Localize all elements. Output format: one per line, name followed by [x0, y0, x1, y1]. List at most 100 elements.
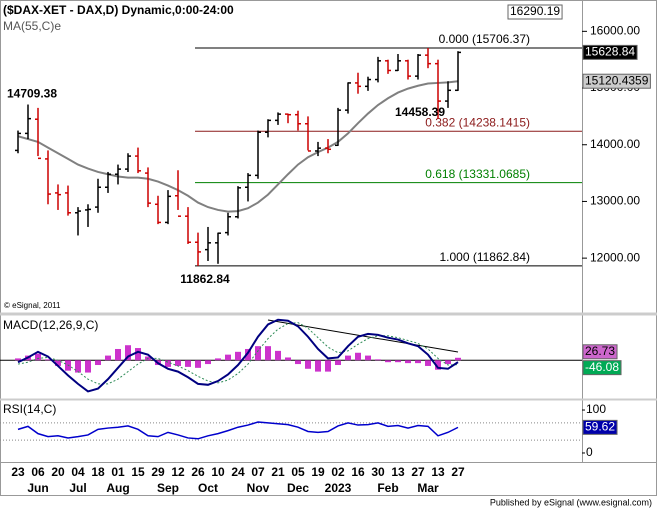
- x-month-label: Jun: [27, 481, 48, 495]
- y-tick-label: 12000.00: [590, 250, 640, 264]
- x-month-label: Feb: [377, 481, 398, 495]
- value-box: [582, 344, 618, 360]
- x-tick-label: 05: [291, 465, 305, 479]
- histogram-bar: [55, 360, 61, 366]
- histogram-bar: [425, 360, 431, 366]
- value-box: [507, 4, 563, 20]
- rsi-line: [17, 421, 459, 440]
- histogram-bar: [335, 360, 341, 366]
- histogram-bar: [105, 355, 111, 361]
- fib-label: 0.382 (14238.1415): [425, 115, 530, 129]
- x-tick-label: 29: [151, 465, 165, 479]
- histogram-bar: [275, 350, 281, 361]
- macd-title: MACD(12,26,9,C): [3, 318, 98, 332]
- value-box-label: 15628.84: [585, 45, 635, 59]
- histogram-bar: [215, 358, 221, 361]
- value-box: [582, 419, 618, 435]
- ma-label: MA(55,C)e: [3, 19, 61, 33]
- x-tick-label: 10: [211, 465, 225, 479]
- x-month-label: Aug: [106, 481, 129, 495]
- x-tick-label: 13: [391, 465, 405, 479]
- histogram-bar: [45, 359, 51, 361]
- x-tick-label: 07: [251, 465, 265, 479]
- histogram-bar: [395, 360, 401, 363]
- x-tick-label: 24: [231, 465, 245, 479]
- histogram-bar: [435, 360, 441, 370]
- histogram-bar: [265, 346, 271, 361]
- value-box-label: 59.62: [585, 420, 615, 434]
- histogram-bar: [325, 360, 331, 372]
- y-tick-label: 100: [586, 402, 606, 416]
- histogram-bar: [125, 345, 131, 361]
- x-tick-label: 27: [411, 465, 425, 479]
- x-month-label: Mar: [417, 481, 439, 495]
- histogram-bar: [365, 355, 371, 361]
- x-tick-label: 12: [171, 465, 185, 479]
- histogram-bar: [375, 359, 381, 361]
- fib-label: 1.000 (11862.84): [439, 250, 530, 264]
- x-month-label: Jul: [69, 481, 86, 495]
- x-month-label: Oct: [198, 481, 218, 495]
- histogram-bar: [135, 348, 141, 361]
- histogram-bar: [355, 352, 361, 361]
- rsi-title: RSI(14,C): [3, 402, 56, 416]
- y-tick-label: 13000.00: [590, 194, 640, 208]
- value-box-label: 16290.19: [510, 4, 560, 18]
- fib-label: 0.618 (13331.0685): [425, 167, 530, 181]
- histogram-bar: [405, 360, 411, 364]
- histogram-bar: [35, 353, 41, 361]
- histogram-bar: [165, 360, 171, 367]
- x-tick-label: 27: [451, 465, 465, 479]
- histogram-bar: [445, 360, 451, 365]
- x-month-label: Nov: [247, 481, 270, 495]
- histogram-bar: [415, 360, 421, 364]
- value-box-label: 26.73: [585, 344, 615, 358]
- price-label: 14709.38: [7, 87, 57, 101]
- fib-label: 0.000 (15706.37): [439, 32, 530, 46]
- x-tick-label: 04: [71, 465, 85, 479]
- histogram-bar: [285, 357, 291, 361]
- x-tick-label: 13: [431, 465, 445, 479]
- histogram-bar: [305, 360, 311, 369]
- x-tick-label: 01: [111, 465, 125, 479]
- histogram-bar: [315, 360, 321, 372]
- credit: © eSignal, 2011: [4, 301, 61, 310]
- x-tick-label: 23: [11, 465, 25, 479]
- chart-title: ($DAX-XET - DAX,D) Dynamic,0:00-24:00: [3, 3, 234, 17]
- x-tick-label: 15: [131, 465, 145, 479]
- value-box-label: 15120.4359: [585, 73, 649, 87]
- value-box: [582, 44, 638, 60]
- x-month-label: 2023: [325, 481, 352, 495]
- x-tick-label: 26: [191, 465, 205, 479]
- histogram-bar: [455, 357, 461, 361]
- y-tick-label: 16000.00: [590, 24, 640, 38]
- value-box: [582, 360, 622, 376]
- x-tick-label: 02: [331, 465, 345, 479]
- value-box: [582, 73, 651, 89]
- x-month-label: Dec: [287, 481, 309, 495]
- histogram-bar: [185, 360, 191, 367]
- x-tick-label: 16: [351, 465, 365, 479]
- histogram-bar: [175, 360, 181, 366]
- value-box-label: -46.08: [585, 360, 619, 374]
- macd-line: [17, 318, 459, 393]
- histogram-bar: [255, 346, 261, 361]
- price-label: 14458.39: [395, 105, 445, 119]
- histogram-bar: [205, 360, 211, 365]
- histogram-bar: [225, 354, 231, 361]
- histogram-bar: [295, 360, 301, 365]
- x-month-label: Sep: [157, 481, 179, 495]
- histogram-bar: [95, 360, 101, 366]
- y-tick-label: 0: [586, 445, 593, 459]
- histogram-bar: [75, 360, 81, 373]
- y-tick-label: 14000.00: [590, 137, 640, 151]
- x-tick-label: 30: [371, 465, 385, 479]
- price-label: 11862.84: [180, 272, 230, 286]
- x-tick-label: 06: [31, 465, 45, 479]
- x-tick-label: 18: [91, 465, 105, 479]
- histogram-bar: [245, 348, 251, 361]
- x-tick-label: 21: [271, 465, 285, 479]
